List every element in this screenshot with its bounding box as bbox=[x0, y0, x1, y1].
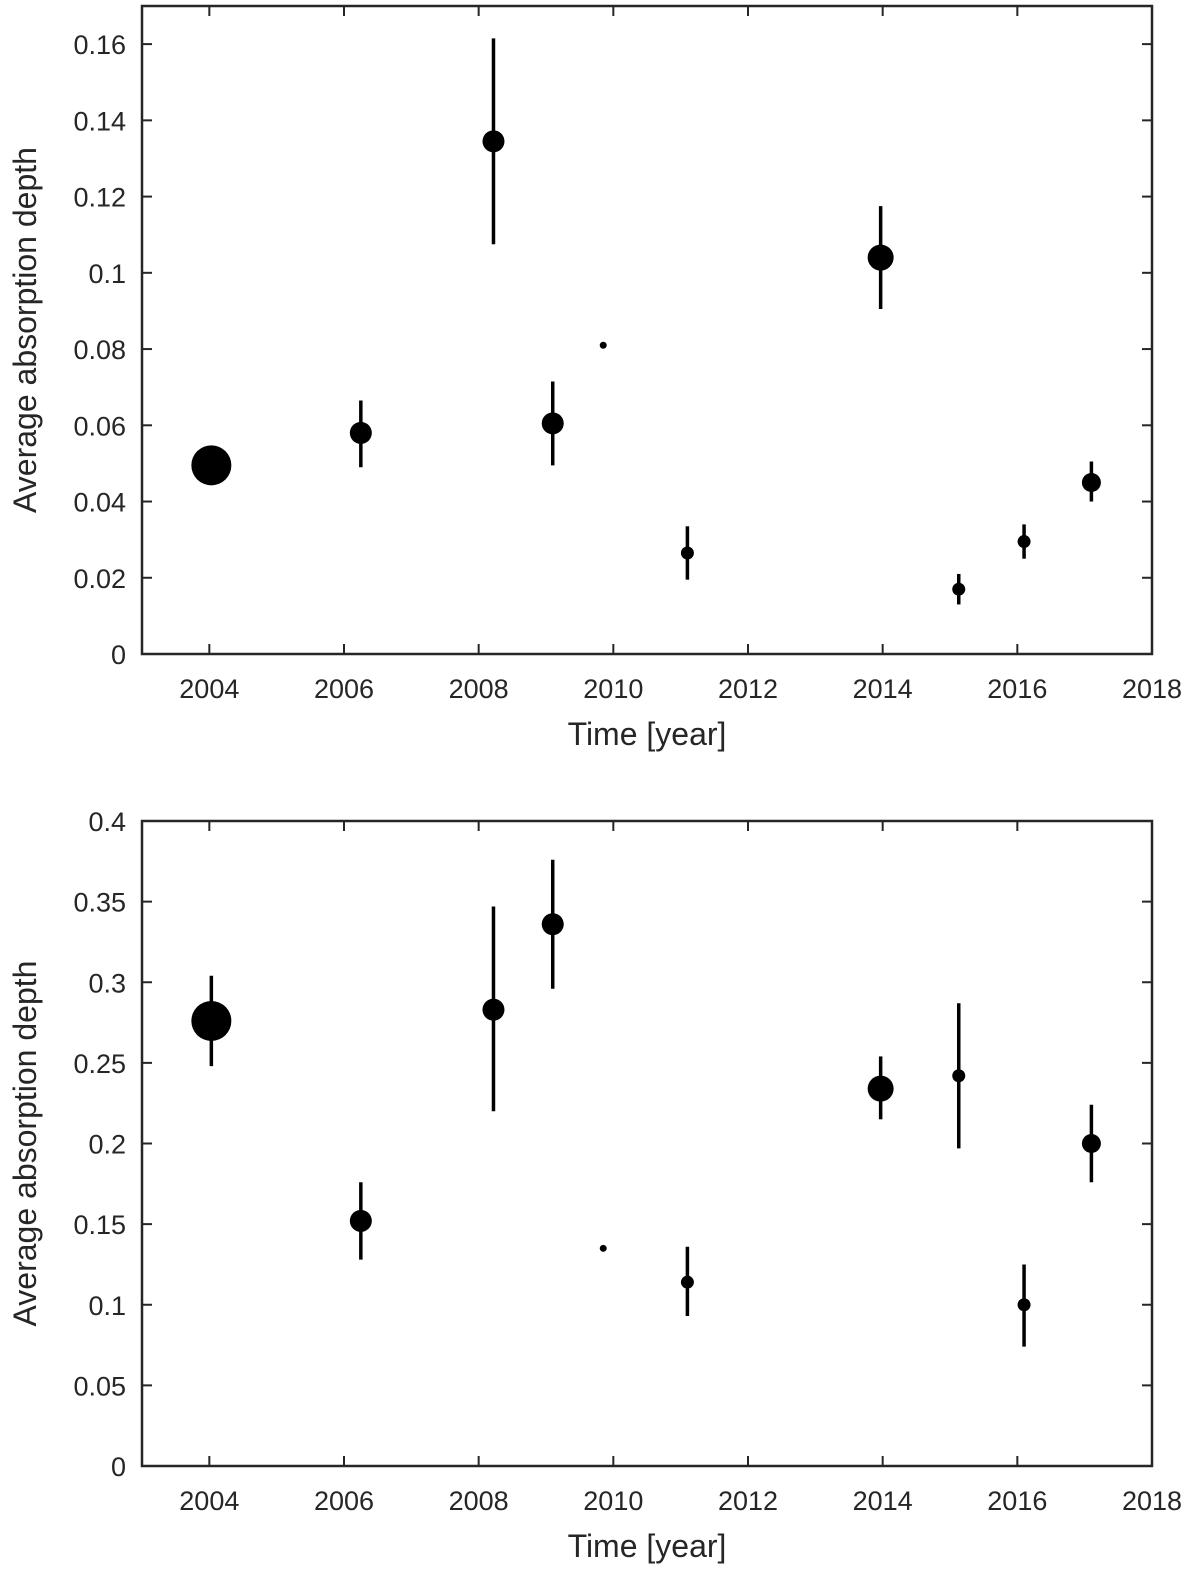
data-point bbox=[541, 412, 564, 435]
y-tick-label: 0.05 bbox=[73, 1371, 126, 1401]
x-tick-label: 2012 bbox=[718, 1486, 778, 1516]
x-tick-label: 2004 bbox=[179, 1486, 239, 1516]
x-tick-label: 2016 bbox=[987, 674, 1047, 704]
x-tick-label: 2010 bbox=[583, 674, 643, 704]
y-tick-label: 0.02 bbox=[73, 564, 126, 594]
data-point bbox=[349, 421, 372, 444]
data-point bbox=[952, 582, 966, 596]
y-tick-label: 0.08 bbox=[73, 335, 126, 365]
data-point bbox=[191, 445, 232, 486]
y-axis-label: Average absorption depth bbox=[7, 147, 43, 513]
x-tick-label: 2004 bbox=[179, 674, 239, 704]
x-tick-label: 2014 bbox=[853, 1486, 913, 1516]
y-tick-label: 0.12 bbox=[73, 183, 126, 213]
data-point bbox=[1081, 1134, 1101, 1153]
y-tick-label: 0.14 bbox=[73, 106, 126, 136]
x-tick-label: 2014 bbox=[853, 674, 913, 704]
plot-frame bbox=[140, 4, 1154, 656]
y-tick-label: 0.1 bbox=[88, 1291, 126, 1321]
bottom-scatter-plot: 2004 2006 2008 2010 2012 2014 2016 2018 0 0.05 0.1… bbox=[7, 807, 1182, 1564]
y-tick-label: 0.1 bbox=[88, 259, 126, 289]
x-tick-label: 2006 bbox=[314, 674, 374, 704]
y-tick-label: 0.2 bbox=[88, 1130, 126, 1160]
y-axis-label: Average absorption depth bbox=[7, 961, 43, 1327]
data-point bbox=[1017, 535, 1031, 549]
y-tick-label: 0.06 bbox=[73, 411, 126, 441]
y-tick-label: 0.15 bbox=[73, 1210, 126, 1240]
data-point bbox=[867, 1075, 894, 1102]
data-point bbox=[482, 998, 505, 1021]
x-tick-label: 2018 bbox=[1122, 674, 1182, 704]
x-tick-label: 2010 bbox=[583, 1486, 643, 1516]
x-tick-label: 2016 bbox=[987, 1486, 1047, 1516]
top-scatter-plot: 2004 2006 2008 2010 2012 2014 2016 2018 0 0.02 0.0… bbox=[7, 4, 1182, 752]
y-tick-label: 0 bbox=[111, 640, 126, 670]
data-point bbox=[541, 913, 564, 936]
data-point bbox=[680, 546, 694, 560]
data-point bbox=[952, 1069, 966, 1083]
data-point bbox=[599, 341, 607, 349]
y-tick-label: 0.3 bbox=[88, 968, 126, 998]
y-tick-label: 0.4 bbox=[88, 807, 126, 837]
y-tick-label: 0.16 bbox=[73, 30, 126, 60]
data-point bbox=[867, 244, 894, 271]
data-point bbox=[680, 1275, 694, 1289]
x-tick-label: 2008 bbox=[449, 674, 509, 704]
data-point bbox=[191, 1000, 232, 1041]
y-tick-label: 0.35 bbox=[73, 888, 126, 918]
y-tick-label: 0 bbox=[111, 1452, 126, 1482]
x-tick-label: 2018 bbox=[1122, 1486, 1182, 1516]
y-tick-label: 0.04 bbox=[73, 488, 126, 518]
plot-frame bbox=[140, 819, 1154, 1468]
x-tick-label: 2008 bbox=[449, 1486, 509, 1516]
x-tick-label: 2006 bbox=[314, 1486, 374, 1516]
x-axis-label: Time [year] bbox=[568, 716, 727, 752]
y-tick-label: 0.25 bbox=[73, 1049, 126, 1079]
data-point bbox=[482, 130, 505, 153]
data-point bbox=[349, 1209, 372, 1232]
data-point bbox=[599, 1244, 607, 1252]
x-axis-label: Time [year] bbox=[568, 1528, 727, 1564]
data-point bbox=[1017, 1298, 1031, 1312]
data-point bbox=[1081, 472, 1101, 492]
x-tick-label: 2012 bbox=[718, 674, 778, 704]
